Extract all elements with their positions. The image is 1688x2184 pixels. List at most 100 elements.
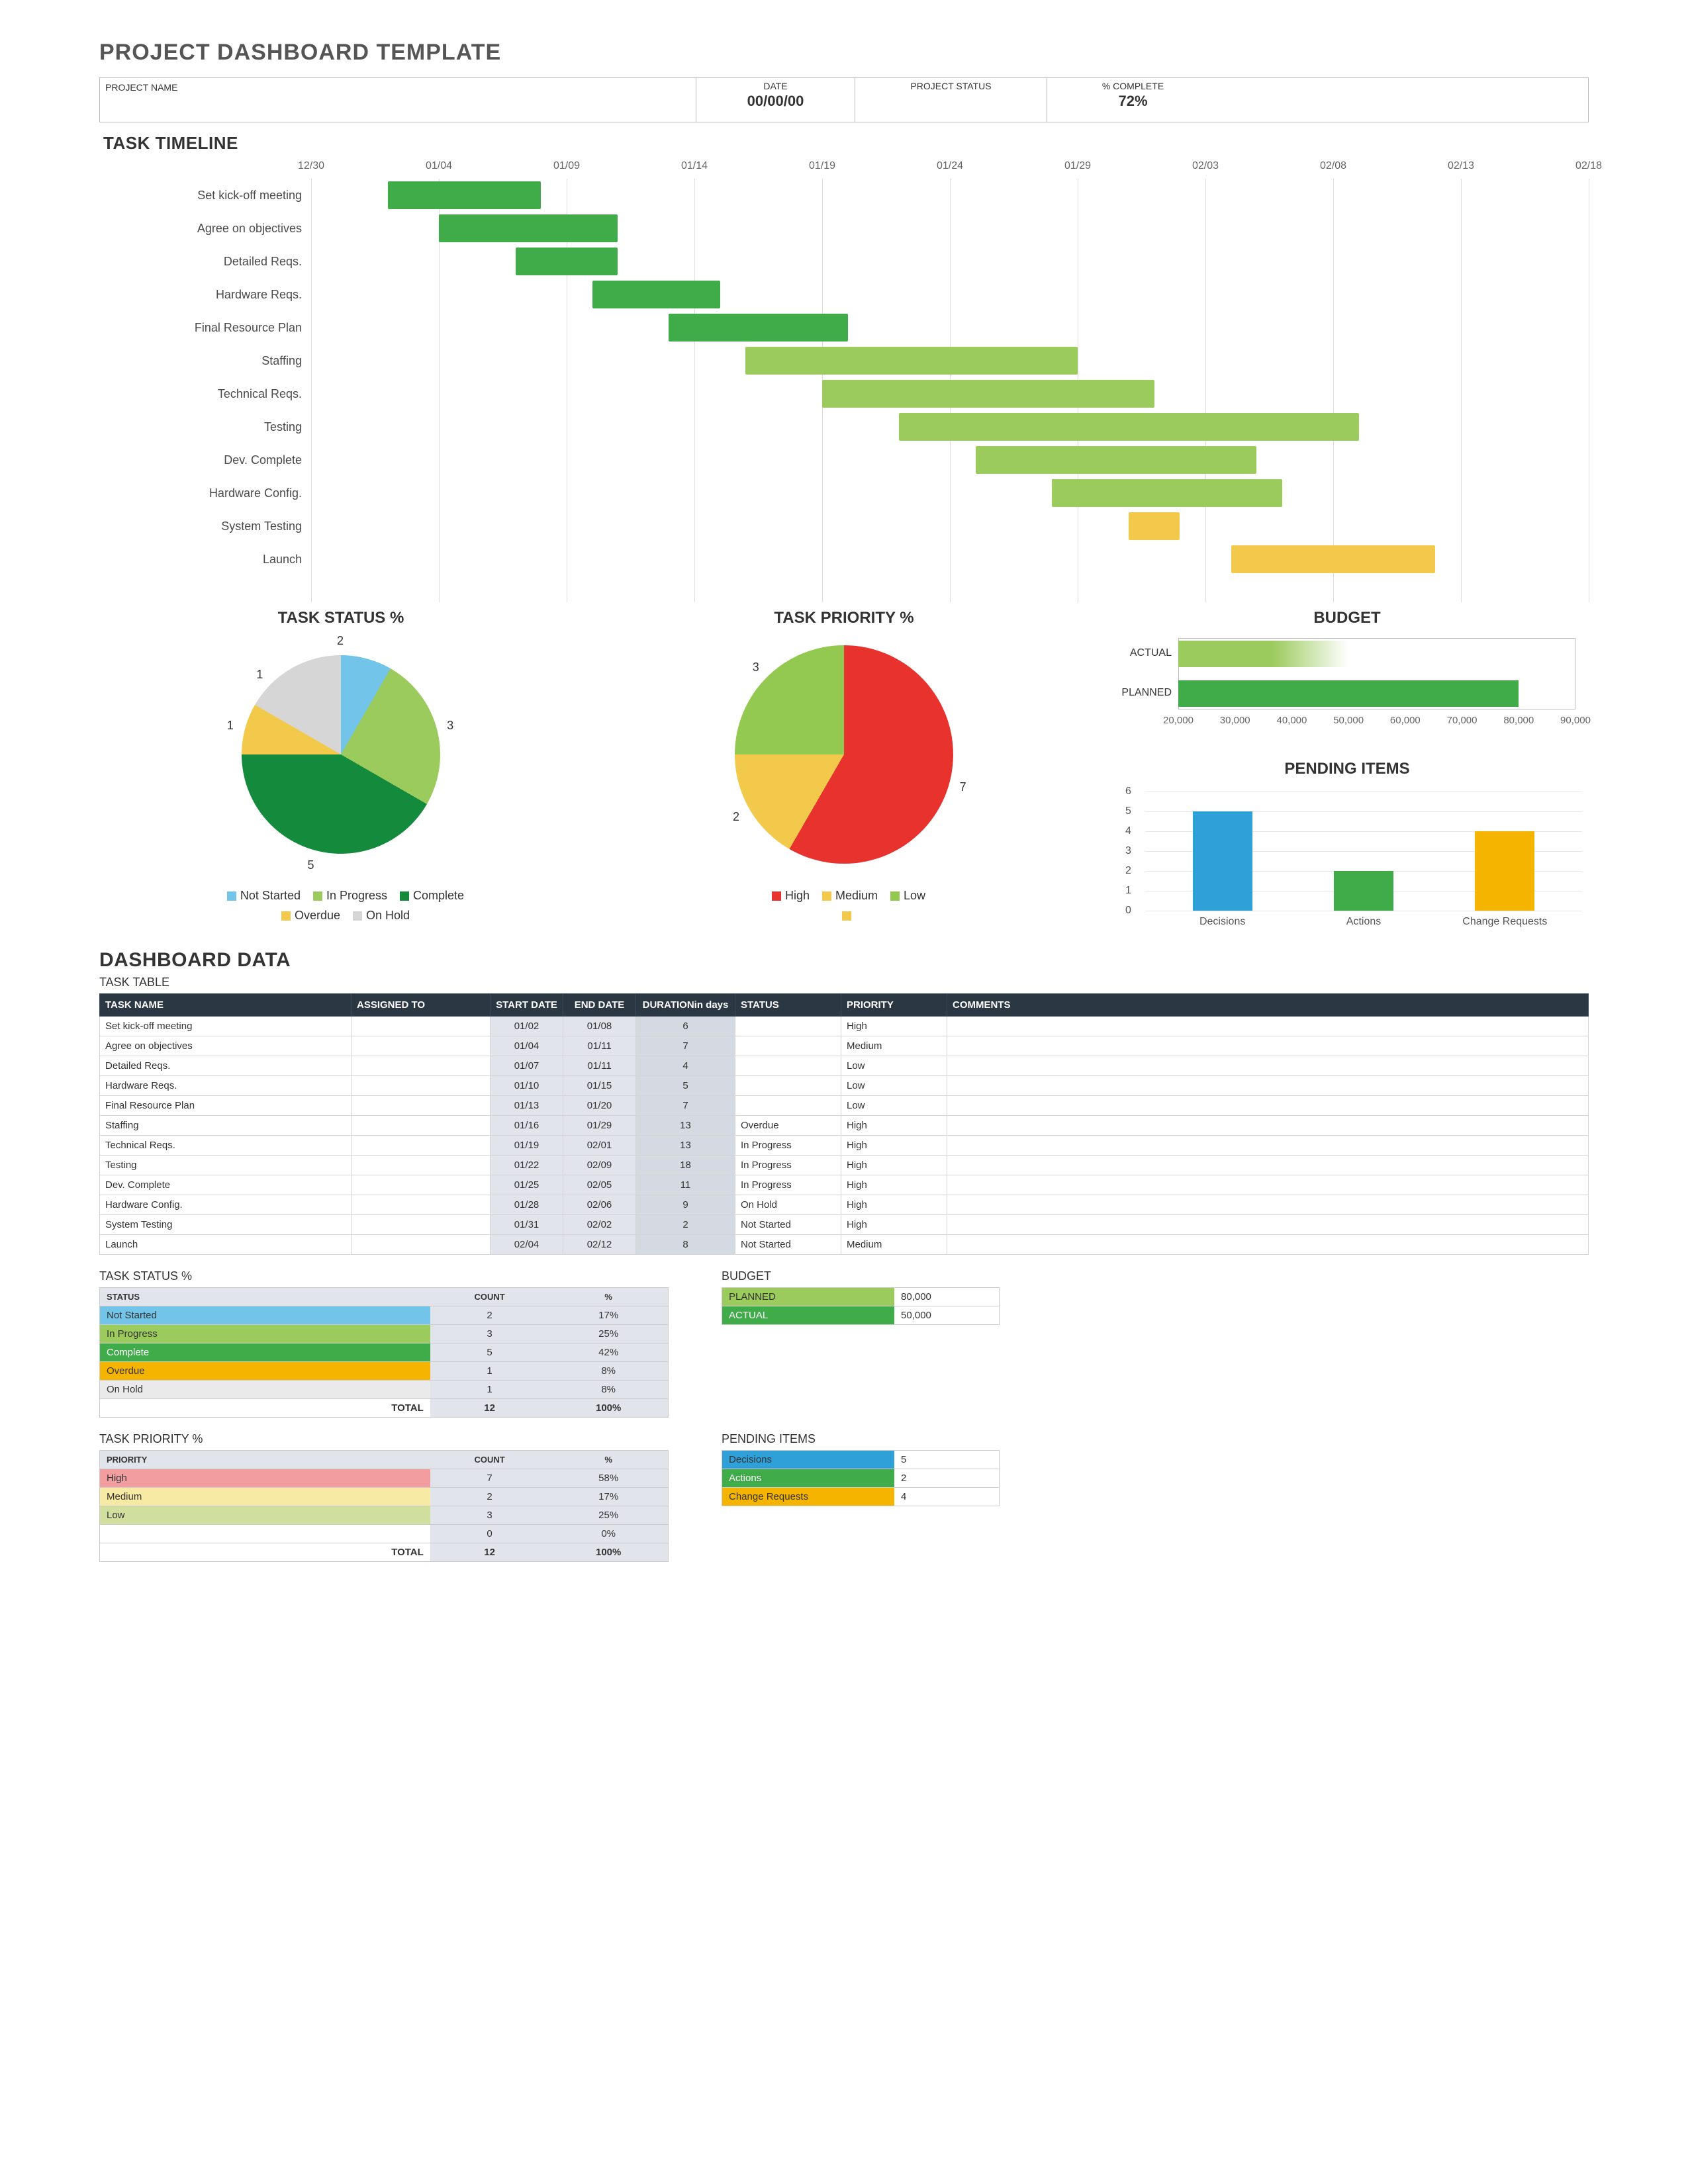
pie-chart	[735, 645, 953, 864]
pie-slice-label: 2	[337, 634, 344, 648]
task-table-title: TASK TABLE	[99, 976, 1589, 989]
gantt-task-label: Detailed Reqs.	[99, 245, 311, 278]
task-priority-chart: TASK PRIORITY % 7 2 3 High Medium Low	[602, 609, 1086, 931]
pending-bar	[1475, 831, 1534, 911]
gantt-x-tick: 01/29	[1064, 160, 1091, 172]
header-bar: PROJECT NAME DATE 00/00/00 PROJECT STATU…	[99, 77, 1589, 122]
gantt-bar	[1052, 479, 1282, 507]
pie-slice-label: 2	[733, 810, 739, 824]
budget-chart: ACTUALPLANNED20,00030,00040,00050,00060,…	[1105, 634, 1589, 747]
gantt-task-label: Agree on objectives	[99, 212, 311, 245]
pending-items-chart: 0123456DecisionsActionsChange Requests	[1105, 785, 1589, 931]
budget-bar-label: ACTUAL	[1105, 647, 1172, 659]
budget-and-pending-column: BUDGET ACTUALPLANNED20,00030,00040,00050…	[1105, 609, 1589, 931]
priority-summary-title: TASK PRIORITY %	[99, 1432, 669, 1446]
project-name-value[interactable]	[100, 93, 696, 101]
page-title: PROJECT DASHBOARD TEMPLATE	[99, 40, 1589, 66]
budget-x-tick: 80,000	[1503, 715, 1534, 726]
gantt-task-label: Hardware Reqs.	[99, 278, 311, 311]
priority-summary-table: PRIORITYCOUNT%High758%Medium217%Low325%0…	[99, 1450, 669, 1562]
chart-legend: Not Started In Progress Complete Overdue…	[99, 886, 583, 925]
kv-row: Actions2	[722, 1469, 1000, 1487]
summary-row: Overdue18%	[99, 1362, 669, 1381]
table-row: Hardware Reqs.01/1001/155CompleteLow	[100, 1076, 1589, 1096]
summary-row: Medium217%	[99, 1488, 669, 1506]
budget-x-tick: 50,000	[1333, 715, 1364, 726]
percent-complete-label: % COMPLETE	[1047, 78, 1219, 91]
table-row: Hardware Config.01/2802/069On HoldHigh	[100, 1195, 1589, 1215]
table-row: Set kick-off meeting01/0201/086CompleteH…	[100, 1017, 1589, 1036]
pie-slice-label: 5	[307, 858, 314, 872]
kv-row: ACTUAL50,000	[722, 1306, 1000, 1325]
chart-legend: High Medium Low	[602, 886, 1086, 925]
date-label: DATE	[696, 78, 855, 91]
pending-bar-label: Actions	[1346, 916, 1381, 928]
gantt-bar	[388, 181, 541, 209]
table-row: Technical Reqs.01/1902/0113In ProgressHi…	[100, 1136, 1589, 1156]
kv-row: PLANNED80,000	[722, 1287, 1000, 1306]
budget-x-tick: 90,000	[1560, 715, 1591, 726]
gantt-x-tick: 01/19	[809, 160, 835, 172]
pending-summary-table: Decisions5Actions2Change Requests4	[722, 1450, 1000, 1506]
pending-y-tick: 0	[1125, 905, 1131, 917]
budget-x-tick: 20,000	[1163, 715, 1194, 726]
table-row: Testing01/2202/0918In ProgressHigh	[100, 1156, 1589, 1175]
gantt-x-tick: 01/09	[553, 160, 580, 172]
gantt-task-label: Hardware Config.	[99, 477, 311, 510]
table-row: Staffing01/1601/2913OverdueHigh	[100, 1116, 1589, 1136]
gantt-bar	[822, 380, 1154, 408]
gantt-bar	[669, 314, 847, 341]
pending-bar-label: Decisions	[1199, 916, 1245, 928]
pie-chart	[242, 655, 440, 854]
gantt-chart: Set kick-off meetingAgree on objectivesD…	[99, 159, 1589, 602]
budget-summary-table: PLANNED80,000ACTUAL50,000	[722, 1287, 1000, 1325]
status-summary-table: STATUSCOUNT%Not Started217%In Progress32…	[99, 1287, 669, 1418]
summary-row: Low325%	[99, 1506, 669, 1525]
gantt-bar	[976, 446, 1257, 474]
gantt-bar	[1129, 512, 1180, 540]
summary-row: Complete542%	[99, 1343, 669, 1362]
gantt-x-tick: 02/13	[1448, 160, 1474, 172]
task-priority-chart-title: TASK PRIORITY %	[602, 609, 1086, 627]
pending-bar	[1334, 871, 1393, 911]
gantt-bar	[899, 413, 1359, 441]
table-row: Dev. Complete01/2502/0511In ProgressHigh	[100, 1175, 1589, 1195]
date-value[interactable]: 00/00/00	[696, 91, 855, 116]
summary-row: Not Started217%	[99, 1306, 669, 1325]
dashboard-data-title: DASHBOARD DATA	[99, 949, 1589, 972]
table-row: Launch02/0402/128Not StartedMedium	[100, 1235, 1589, 1255]
budget-summary-title: BUDGET	[722, 1269, 1000, 1283]
task-timeline-title: TASK TIMELINE	[103, 133, 1589, 154]
task-status-chart-title: TASK STATUS %	[99, 609, 583, 627]
pending-y-tick: 4	[1125, 825, 1131, 837]
gantt-bar	[439, 214, 618, 242]
gantt-x-tick: 02/18	[1575, 160, 1602, 172]
percent-complete-value: 72%	[1047, 91, 1219, 116]
pie-slice-label: 7	[960, 780, 966, 794]
budget-bar	[1178, 680, 1519, 707]
pending-y-tick: 2	[1125, 865, 1131, 877]
pie-slice-label: 3	[753, 660, 759, 674]
pie-slice-label: 1	[256, 668, 263, 682]
pending-y-tick: 1	[1125, 885, 1131, 897]
budget-x-tick: 30,000	[1220, 715, 1250, 726]
pending-y-tick: 6	[1125, 786, 1131, 797]
pie-slice-label: 3	[447, 719, 453, 733]
gantt-task-label: Launch	[99, 543, 311, 576]
pending-bar-label: Change Requests	[1462, 916, 1547, 928]
project-status-value[interactable]	[855, 91, 1047, 99]
gantt-task-label: Testing	[99, 410, 311, 443]
pending-bar	[1193, 811, 1252, 911]
gantt-x-tick: 01/24	[937, 160, 963, 172]
gantt-x-tick: 12/30	[298, 160, 324, 172]
budget-chart-title: BUDGET	[1105, 609, 1589, 627]
pie-slice-label: 1	[227, 719, 234, 733]
summary-row: In Progress325%	[99, 1325, 669, 1343]
table-row: Agree on objectives01/0401/117CompleteMe…	[100, 1036, 1589, 1056]
summary-row: On Hold18%	[99, 1381, 669, 1399]
task-status-chart: TASK STATUS % 2 3 5 1 1 Not Started In Progr…	[99, 609, 583, 931]
summary-row: 00%	[99, 1525, 669, 1543]
pending-items-chart-title: PENDING ITEMS	[1105, 760, 1589, 778]
gantt-task-label: Final Resource Plan	[99, 311, 311, 344]
summary-row: High758%	[99, 1469, 669, 1488]
